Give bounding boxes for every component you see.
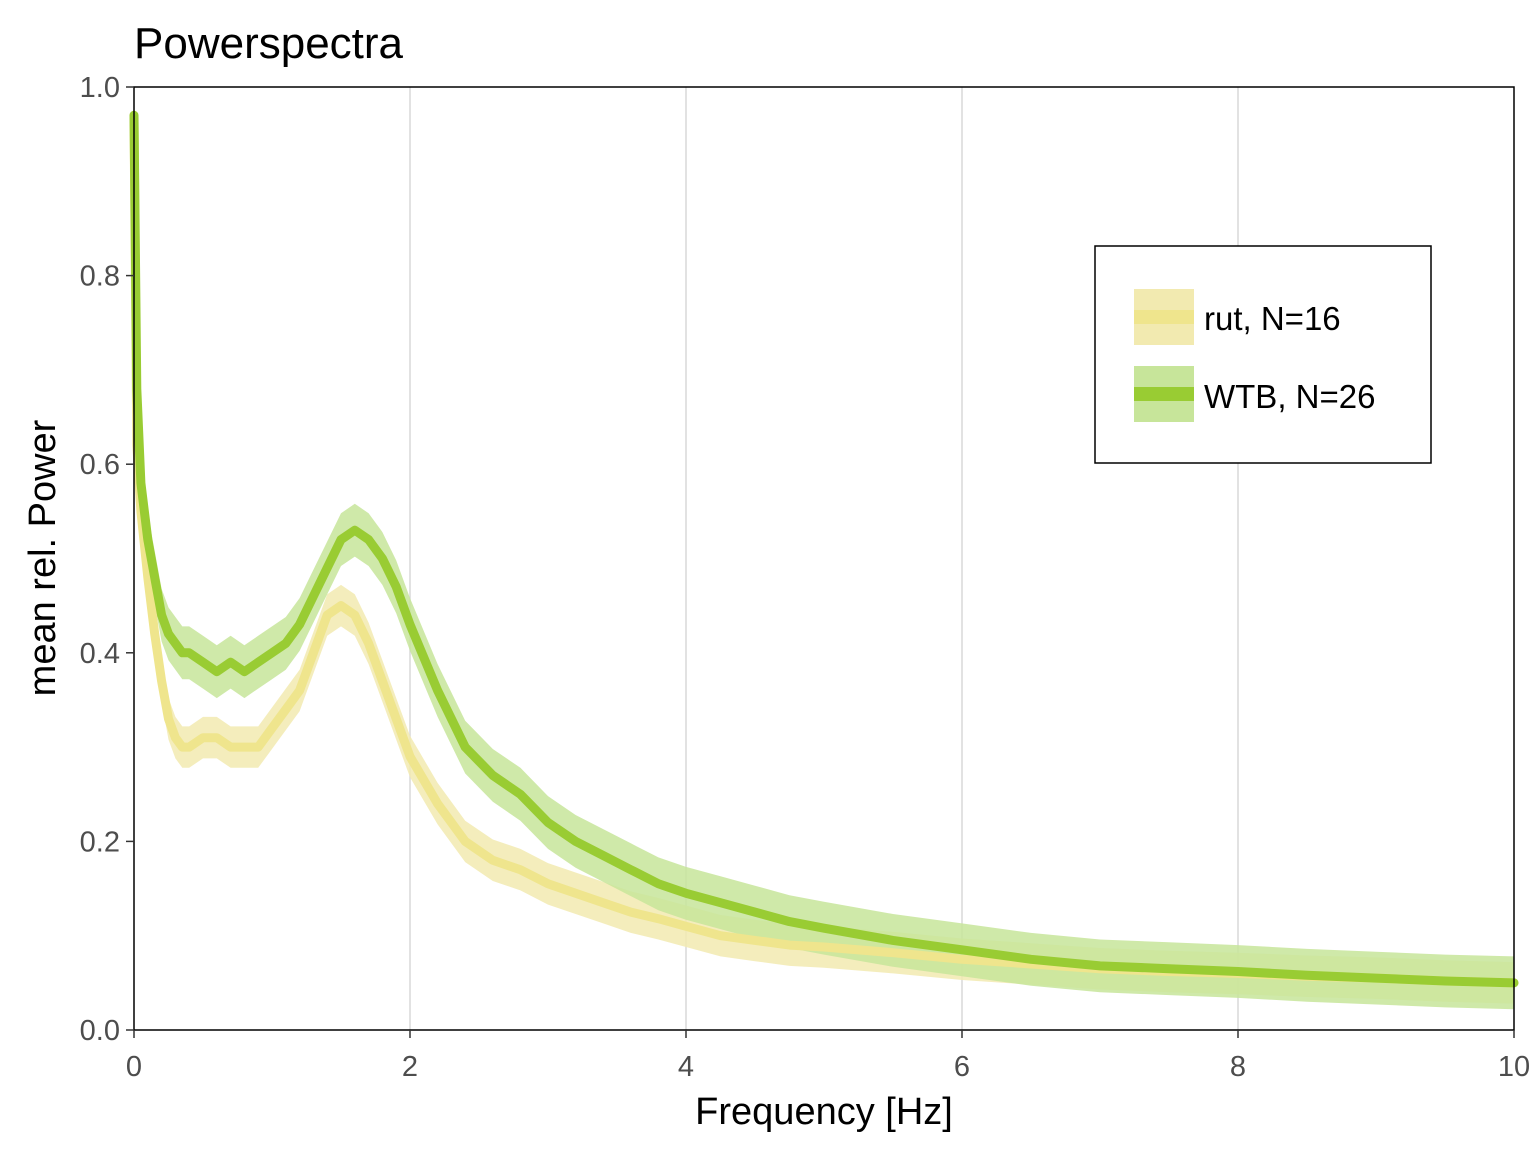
series-1-line (129, 110, 1519, 988)
x-axis-ticks: 0 2 4 6 8 10 (126, 1030, 1530, 1083)
series-0-line (129, 110, 1519, 988)
legend-swatch-wtb-line (1134, 387, 1194, 401)
confidence-bands (134, 88, 1514, 1010)
y-tick-label-4: 0.8 (80, 261, 120, 293)
x-tick-label-4: 8 (1230, 1051, 1246, 1083)
y-axis-label: mean rel. Power (22, 419, 64, 696)
legend-swatch-rut-line (1134, 310, 1194, 324)
x-tick-label-5: 10 (1498, 1051, 1530, 1083)
legend-label-rut: rut, N=16 (1204, 300, 1341, 337)
plot-frame (133, 86, 1515, 1031)
y-tick-label-5: 1.0 (80, 72, 120, 104)
y-tick-label-3: 0.6 (80, 449, 120, 481)
legend-box (1094, 245, 1432, 464)
y-tick-label-2: 0.4 (80, 638, 120, 670)
x-axis-label: Frequency [Hz] (695, 1091, 953, 1133)
y-tick-label-0: 0.0 (80, 1015, 120, 1047)
y-tick-label-1: 0.2 (80, 826, 120, 858)
legend-label-wtb: WTB, N=26 (1204, 378, 1375, 415)
x-tick-label-0: 0 (126, 1051, 142, 1083)
x-tick-label-3: 6 (954, 1051, 970, 1083)
series-1-band (134, 88, 1514, 1010)
legend: rut, N=16 WTB, N=26 (1094, 245, 1432, 464)
x-tick-label-1: 2 (402, 1051, 418, 1083)
series-lines (129, 110, 1519, 988)
x-tick-label-2: 4 (678, 1051, 694, 1083)
chart-title: Powerspectra (134, 19, 404, 68)
y-axis-ticks: 0.0 0.2 0.4 0.6 0.8 1.0 (80, 72, 134, 1047)
